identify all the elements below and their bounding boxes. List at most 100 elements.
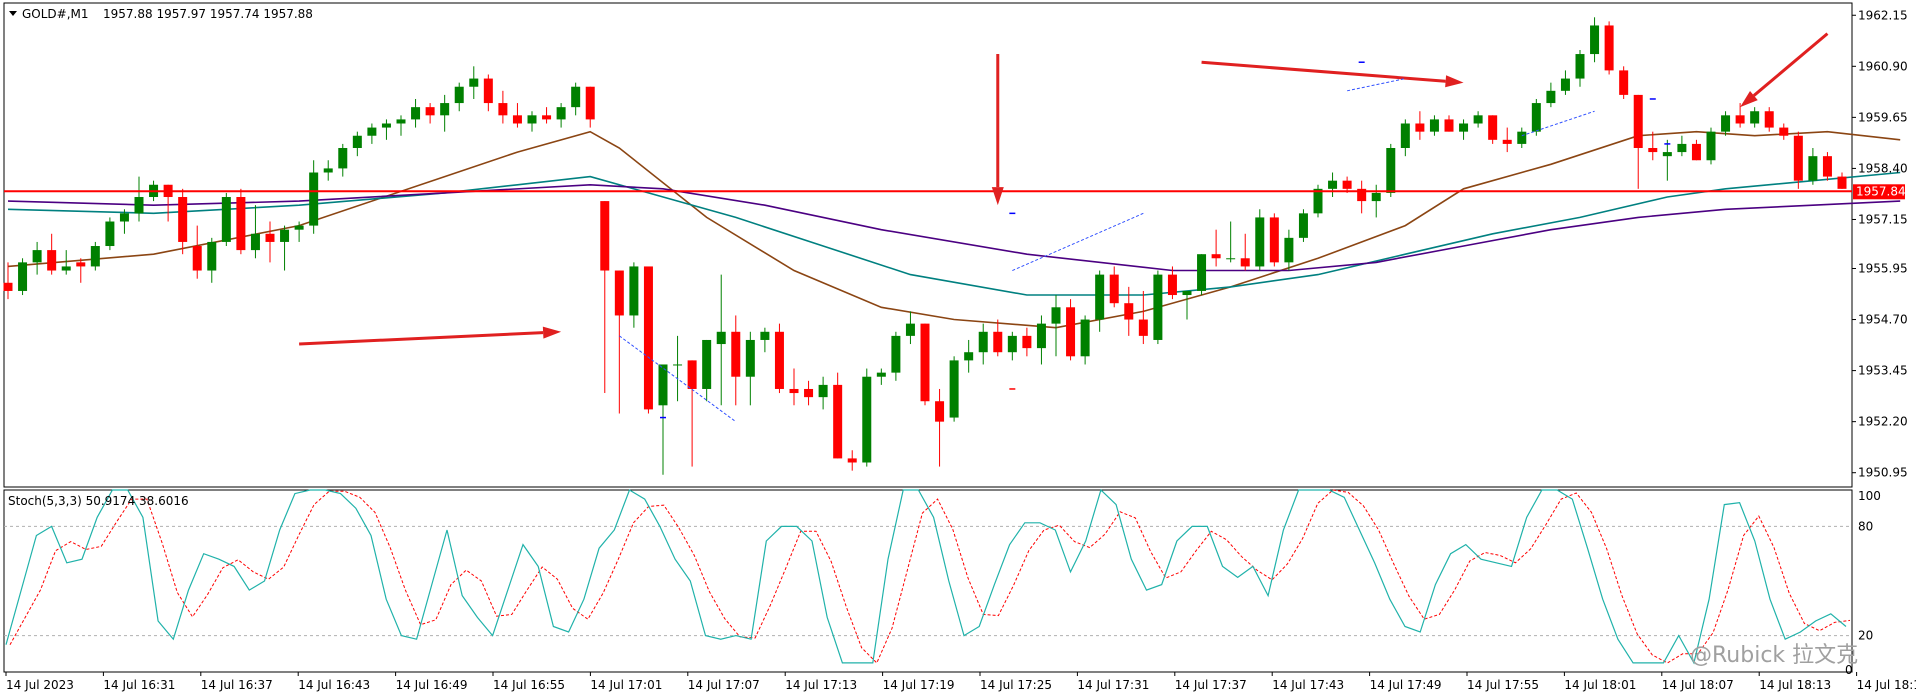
- candle: [1488, 115, 1498, 144]
- candle-body: [745, 339, 755, 377]
- time-label: 14 Jul 17:07: [688, 678, 760, 692]
- candle-body: [119, 213, 129, 222]
- candle-body: [556, 107, 566, 120]
- candle-body: [935, 401, 945, 422]
- annotation-arrow: [299, 326, 562, 346]
- candle-body: [1691, 143, 1701, 161]
- candle: [716, 274, 726, 406]
- candle-body: [1502, 139, 1512, 144]
- annotation-arrow: [991, 54, 1004, 206]
- candle: [1721, 111, 1731, 136]
- candle: [1066, 299, 1076, 361]
- candle-body: [323, 168, 333, 173]
- time-label: 14 Jul 17:43: [1272, 678, 1344, 692]
- candle-body: [1400, 123, 1410, 148]
- candle: [629, 262, 639, 328]
- price-label: 1962.15: [1858, 8, 1908, 22]
- candle-body: [1531, 103, 1541, 132]
- candle: [571, 82, 581, 116]
- price-label: 1959.65: [1858, 110, 1908, 124]
- candle: [978, 323, 988, 365]
- candle: [993, 319, 1003, 357]
- candle: [207, 237, 217, 283]
- candle-body: [338, 147, 348, 169]
- annotation-arrow: [1201, 60, 1464, 88]
- ma-slow-line: [7, 183, 1901, 272]
- candle-body: [90, 246, 100, 267]
- candle: [1400, 119, 1410, 157]
- candle: [876, 368, 886, 385]
- candle-body: [1051, 307, 1061, 324]
- candle-body: [993, 331, 1003, 353]
- triangle-down-icon[interactable]: [9, 11, 17, 16]
- price-label: 1958.40: [1858, 161, 1908, 175]
- arrow-head: [1740, 90, 1758, 108]
- candle-body: [32, 250, 42, 263]
- candle-body: [1837, 176, 1847, 189]
- time-label: 14 Jul 17:37: [1175, 678, 1247, 692]
- candle-body: [1677, 143, 1687, 153]
- candle: [178, 188, 188, 255]
- candle-body: [105, 221, 115, 247]
- candle-body: [1124, 303, 1134, 320]
- candle-body: [1488, 115, 1498, 140]
- candle: [338, 143, 348, 177]
- candle: [745, 331, 755, 406]
- candle: [527, 111, 537, 132]
- time-label: 14 Jul 18:01: [1564, 678, 1636, 692]
- candle-body: [294, 225, 304, 230]
- candle-body: [847, 458, 857, 463]
- candle-body: [1167, 274, 1177, 296]
- time-label: 14 Jul 17:19: [883, 678, 955, 692]
- price-label: 1950.95: [1858, 466, 1908, 480]
- candle-body: [1342, 180, 1352, 189]
- candle: [1197, 254, 1207, 296]
- candle: [1036, 315, 1046, 365]
- candle: [1255, 209, 1265, 271]
- candle: [192, 225, 202, 279]
- candle: [789, 368, 799, 406]
- candle-body: [1371, 192, 1381, 202]
- candle: [1459, 119, 1469, 140]
- price-label: 1955.95: [1858, 261, 1908, 275]
- price-panel[interactable]: GOLD#,M1 1957.88 1957.97 1957.74 1957.88: [3, 2, 1901, 488]
- candle-body: [1298, 213, 1308, 238]
- candle: [818, 376, 828, 410]
- time-label: 14 Jul 16:31: [103, 678, 175, 692]
- candle-body: [1604, 25, 1614, 71]
- candle-body: [483, 78, 493, 104]
- candle-body: [236, 197, 246, 251]
- stochastic-label-80: 80: [1858, 519, 1873, 533]
- candle-body: [61, 266, 71, 271]
- candle-body: [876, 372, 886, 377]
- stochastic-panel[interactable]: Stoch(5,3,3) 50.9174 38.6016 100 80 20 0: [3, 488, 1881, 677]
- candle-body: [1066, 307, 1076, 357]
- candle-body: [1764, 111, 1774, 128]
- candle-body: [1284, 237, 1294, 263]
- candle: [469, 66, 479, 99]
- candle: [949, 356, 959, 422]
- candle: [61, 250, 71, 275]
- candle: [1022, 327, 1032, 357]
- candle: [3, 262, 13, 300]
- candle: [1167, 266, 1177, 300]
- candle-body: [1109, 274, 1119, 304]
- candle-body: [1429, 119, 1439, 132]
- candle-body: [1779, 127, 1789, 136]
- candle: [498, 90, 508, 124]
- candle: [1822, 152, 1832, 181]
- candle: [1138, 290, 1148, 345]
- arrow-head: [542, 326, 562, 339]
- candle: [1590, 17, 1600, 63]
- candle: [1808, 147, 1818, 185]
- candle: [1007, 331, 1017, 361]
- trade-connector: [1012, 212, 1144, 271]
- candle-body: [905, 323, 915, 336]
- candle-body: [673, 364, 683, 366]
- candle-body: [920, 323, 930, 402]
- price-axis: 1962.15 1960.90 1959.65 1958.40 1957.15 1955.…: [1852, 8, 1908, 480]
- candle: [381, 119, 391, 140]
- candle: [847, 450, 857, 471]
- time-label: 14 Jul 17:31: [1077, 678, 1149, 692]
